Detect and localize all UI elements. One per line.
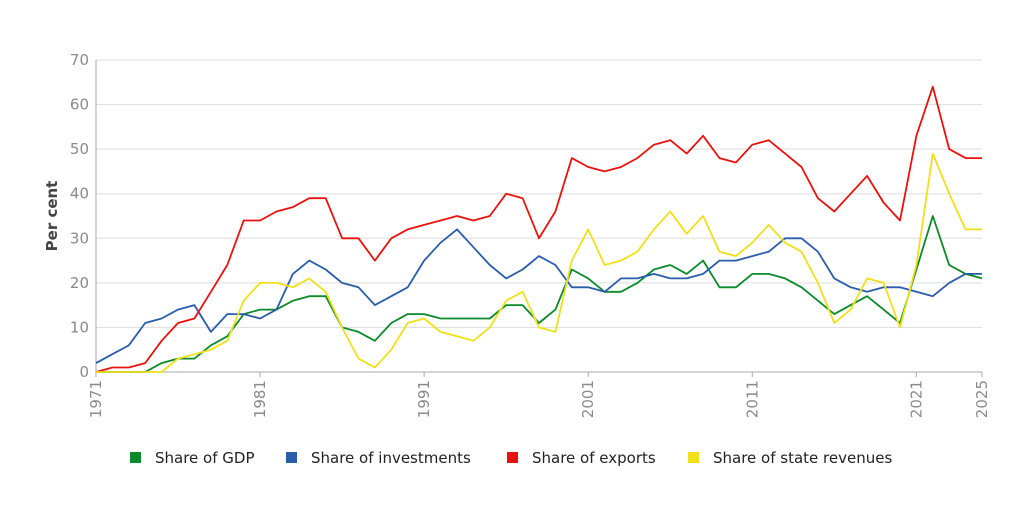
series-line-1 [95,228,982,364]
y-tick-label: 0 [79,363,89,381]
legend: Share of GDP Share of investments Share of… [130,449,892,467]
x-tick-label: 1981 [251,380,269,418]
legend-swatch-0 [130,452,141,463]
legend-swatch-2 [507,452,518,463]
series-line-3 [96,152,982,373]
legend-label-2: Share of exports [532,449,656,467]
legend-label-1: Share of investments [311,449,471,467]
legend-swatch-1 [286,452,297,463]
y-tick-label: 10 [70,318,89,336]
x-tick-label: 2011 [743,380,761,418]
x-tick-label: 2025 [973,380,991,418]
series-line-0 [96,215,983,373]
y-tick-label: 50 [70,140,89,158]
series-lines [95,85,983,373]
axes [95,60,983,377]
y-tick-label: 70 [70,51,89,69]
y-tick-label: 40 [70,185,89,203]
y-tick-label: 30 [70,229,89,247]
tick-labels: 0 10 20 30 40 50 60 70 1971 1981 1991 2001 2011 2021 2… [70,51,991,418]
x-tick-label: 2001 [579,380,597,418]
legend-swatch-3 [688,452,699,463]
series-line-2 [95,85,982,373]
y-axis-title: Per cent [43,181,61,252]
legend-label-0: Share of GDP [155,449,255,467]
x-tick-label: 1991 [415,380,433,418]
y-tick-label: 20 [70,274,89,292]
x-tick-label: 2021 [907,380,925,418]
x-tick-label: 1971 [87,380,105,418]
y-tick-label: 60 [70,96,89,114]
legend-label-3: Share of state revenues [713,449,892,467]
